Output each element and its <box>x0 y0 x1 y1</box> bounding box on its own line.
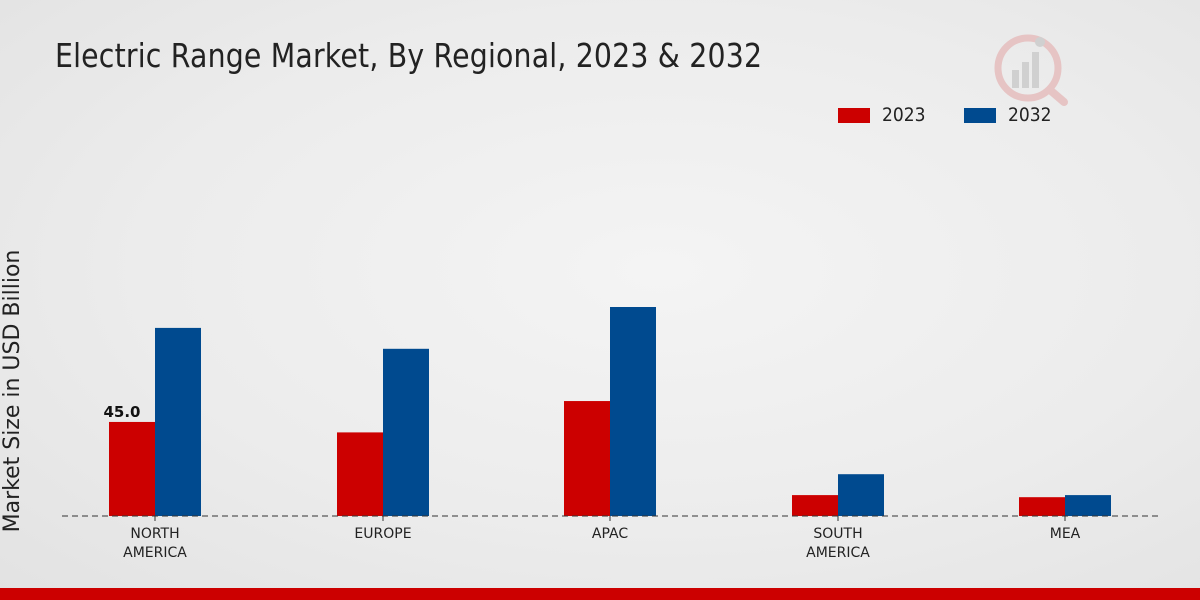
legend-label-2032: 2032 <box>1008 104 1052 126</box>
bar-2023-3 <box>792 495 838 516</box>
bar-2023-2 <box>564 401 610 516</box>
footer-accent-bar <box>0 588 1200 600</box>
bar-2032-1 <box>383 348 429 516</box>
bar-2023-4 <box>1019 497 1065 516</box>
x-tick-label-3: SOUTH AMERICA <box>806 526 870 561</box>
x-tick-label-0: NORTH AMERICA <box>123 526 187 561</box>
legend-item-2032: 2032 <box>964 104 1056 126</box>
bar-2023-0 <box>109 421 155 516</box>
bar-2023-1 <box>337 432 383 516</box>
legend-swatch-2032 <box>964 107 997 123</box>
legend-item-2023: 2023 <box>838 104 930 126</box>
x-tick-label-4: MEA <box>1050 526 1081 542</box>
watermark-logo-icon <box>994 34 1068 106</box>
bar-2032-2 <box>610 307 656 516</box>
x-tick-label-2: APAC <box>592 526 628 542</box>
legend-swatch-2023 <box>838 107 870 123</box>
bar-2032-4 <box>1065 495 1111 516</box>
chart-title: Electric Range Market, By Regional, 2023… <box>55 36 763 75</box>
bar-2032-0 <box>155 327 201 516</box>
data-label-0: 45.0 <box>103 403 140 421</box>
bar-2032-3 <box>838 474 884 516</box>
legend-label-2023: 2023 <box>882 104 926 126</box>
legend: 2023 2032 <box>838 104 1091 126</box>
x-tick-label-1: EUROPE <box>354 526 411 542</box>
